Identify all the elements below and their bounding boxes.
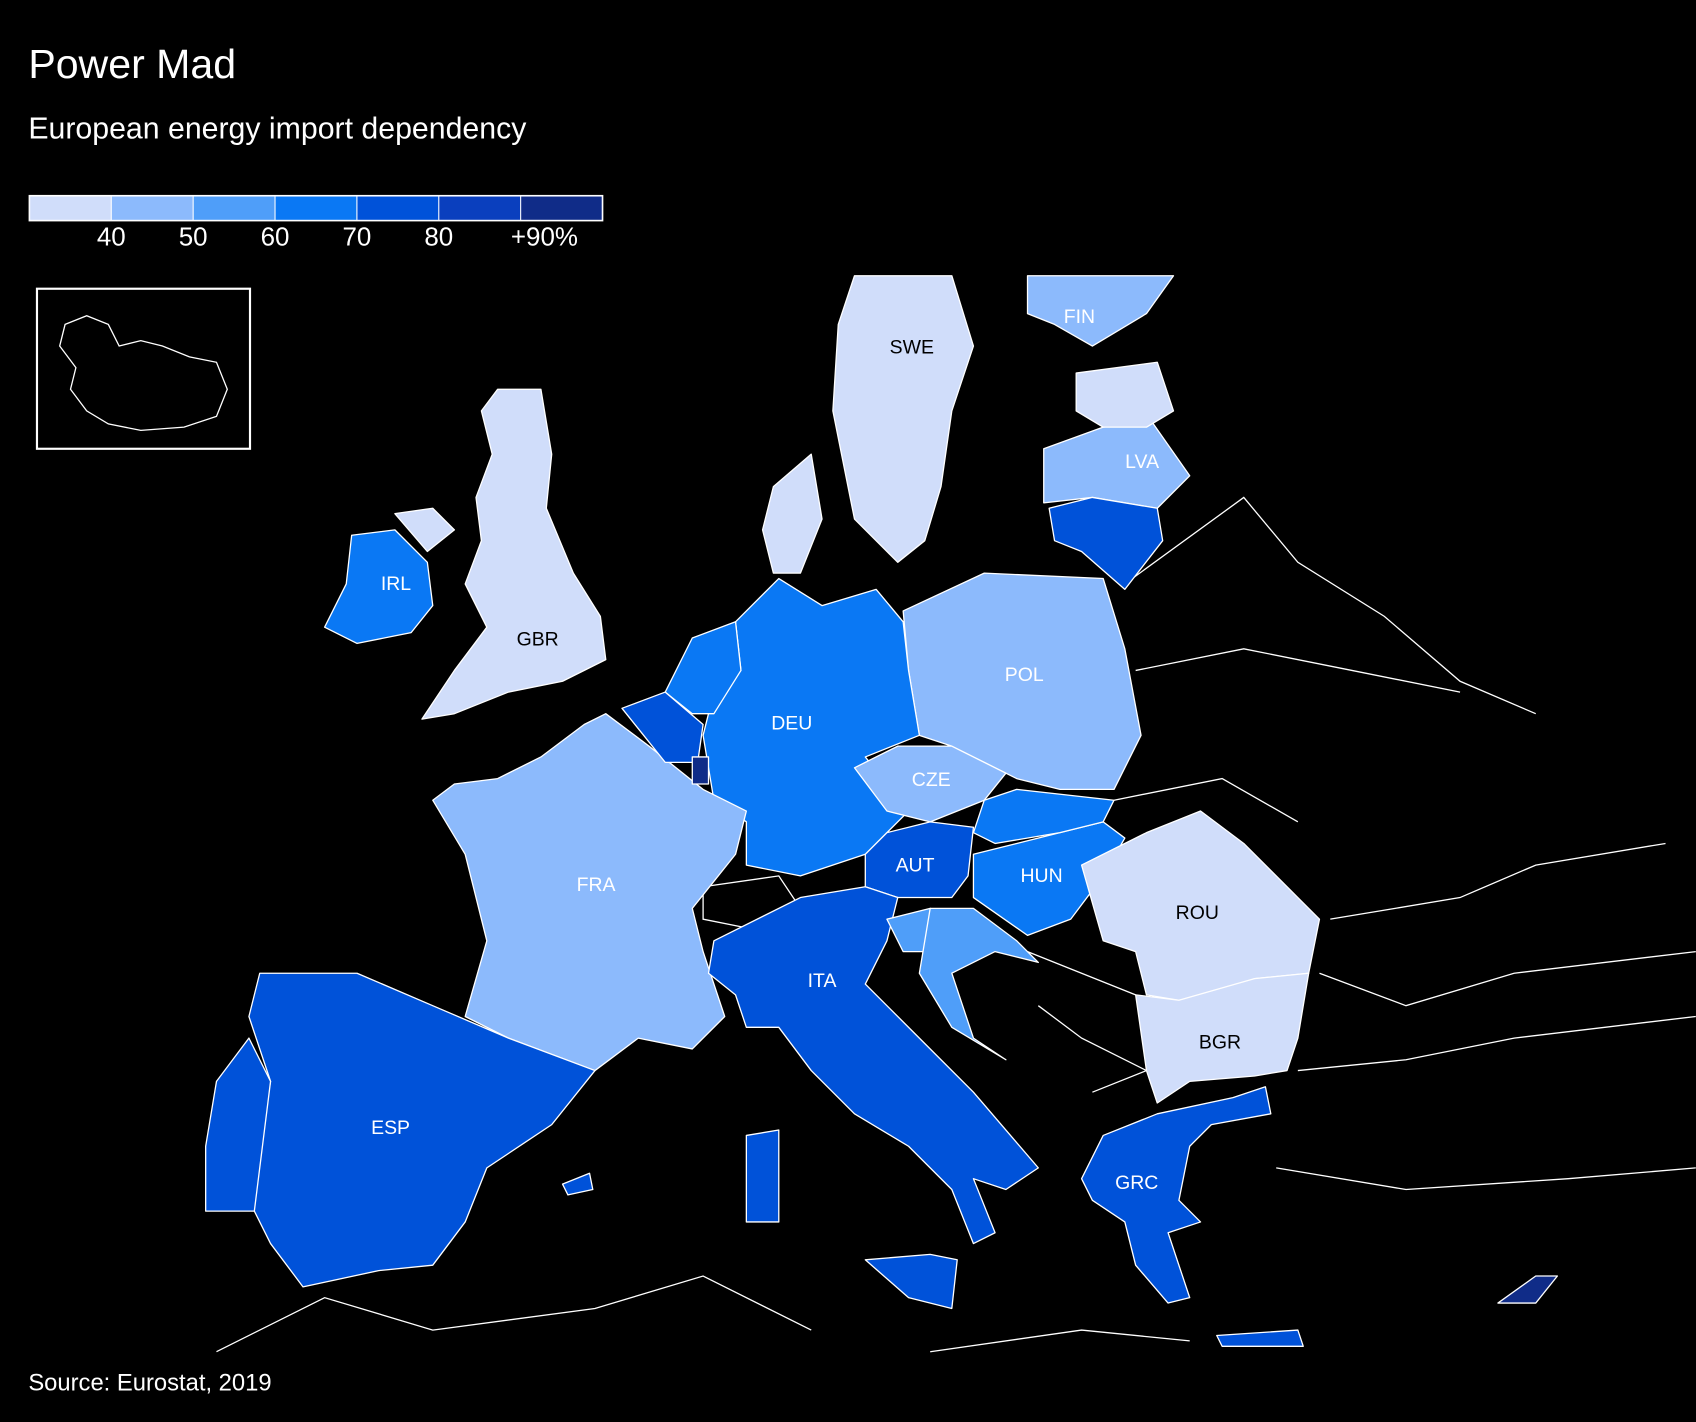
country-label: DEU xyxy=(771,713,812,735)
country-label: FRA xyxy=(577,874,616,896)
country-label: HUN xyxy=(1020,865,1062,887)
country xyxy=(972,788,1115,845)
country xyxy=(918,907,1039,1061)
country xyxy=(832,275,975,563)
legend-tick-label: 80 xyxy=(424,223,453,251)
country-label: AUT xyxy=(896,854,935,876)
country xyxy=(1497,1275,1559,1304)
legend-tick-label: +90% xyxy=(511,223,578,251)
country xyxy=(664,621,742,715)
country xyxy=(1043,421,1191,509)
legend-swatch xyxy=(275,195,357,221)
country-label: ITA xyxy=(808,970,837,992)
country xyxy=(1026,275,1175,347)
legend-swatch xyxy=(111,195,194,221)
country xyxy=(394,388,607,720)
legend-frame xyxy=(28,194,604,222)
country-label: ROU xyxy=(1176,902,1219,924)
country-label: BGR xyxy=(1199,1032,1241,1054)
legend-tick-label: 70 xyxy=(342,223,371,251)
country-label: FIN xyxy=(1064,306,1095,328)
subtitle: European energy import dependency xyxy=(28,112,527,145)
legend: 40 50 60 70 80 +90% xyxy=(28,194,604,251)
countries xyxy=(205,275,1559,1347)
country xyxy=(1134,972,1310,1104)
legend-swatch xyxy=(29,195,112,221)
country-label: ESP xyxy=(371,1117,410,1139)
country xyxy=(853,745,1007,823)
country-label: LVA xyxy=(1125,451,1159,473)
legend-swatch xyxy=(438,195,521,221)
country xyxy=(323,529,434,645)
iceland xyxy=(58,315,228,432)
country xyxy=(205,1037,272,1212)
country xyxy=(761,453,823,574)
country-label: GBR xyxy=(517,628,559,650)
source: Source: Eurostat, 2019 xyxy=(28,1370,271,1397)
country-label: POL xyxy=(1005,664,1044,686)
inset-frame xyxy=(35,287,252,450)
country-label: GRC xyxy=(1115,1172,1158,1194)
legend-swatch xyxy=(356,195,439,221)
legend-tick-label: 50 xyxy=(179,223,208,251)
country xyxy=(1080,1086,1304,1347)
legend-tick-label: 60 xyxy=(261,223,290,251)
other-borders xyxy=(216,496,1696,1353)
country xyxy=(691,756,710,785)
legend-swatch xyxy=(520,195,603,221)
country-label: CZE xyxy=(912,769,951,791)
country xyxy=(1075,361,1175,428)
country xyxy=(1048,496,1164,590)
country-label: IRL xyxy=(381,573,411,595)
title: Power Mad xyxy=(28,41,236,87)
legend-tick-label: 40 xyxy=(97,223,126,251)
legend-swatch xyxy=(193,195,276,221)
country-labels: SWE FIN LVA GBR IRL POL DEU CZE FRA AUT … xyxy=(371,306,1241,1194)
country-label: SWE xyxy=(890,336,934,358)
